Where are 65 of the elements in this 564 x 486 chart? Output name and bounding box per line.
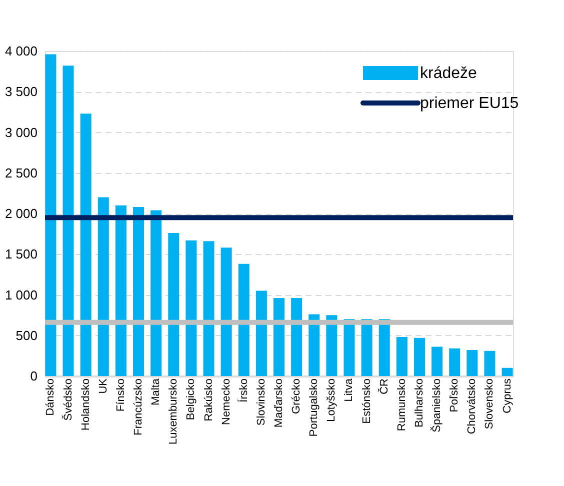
x-tick-label: Nemecko <box>220 378 232 425</box>
x-tick-label: Malta <box>150 378 162 406</box>
bar <box>274 298 284 376</box>
x-tick-label: Španielsko <box>430 378 444 432</box>
bar <box>256 290 267 376</box>
bar <box>502 368 513 376</box>
bar <box>168 233 180 376</box>
bar <box>396 337 408 376</box>
x-tick-label: Holandsko <box>80 378 92 430</box>
x-tick-label: Grécko <box>290 378 303 414</box>
y-tick-label: 4 000 <box>4 44 38 58</box>
bar <box>414 338 425 376</box>
bar <box>432 346 443 376</box>
bar <box>80 114 92 376</box>
x-tick-label: Bulharsko <box>413 378 426 428</box>
bar <box>484 350 496 376</box>
legend-label: krádeže <box>420 65 478 82</box>
x-tick-label: Poľsko <box>448 378 461 412</box>
bar <box>466 350 478 376</box>
bar <box>133 207 144 376</box>
x-tick-label: Maďarsko <box>273 378 285 428</box>
y-tick-label: 500 <box>16 328 38 343</box>
x-tick-label: Portugalsko <box>308 378 320 437</box>
x-tick-label: UK <box>97 378 110 394</box>
bar <box>150 210 162 376</box>
x-tick-label: Fínsko <box>114 378 127 412</box>
bar <box>186 240 197 376</box>
x-tick-label: Francúzsko <box>132 378 145 436</box>
bar <box>378 319 390 376</box>
x-tick-label: Švédsko <box>61 378 74 421</box>
bar <box>238 264 250 376</box>
bar <box>98 197 109 376</box>
x-tick-label: Slovinsko <box>255 378 268 426</box>
x-tick-label: Rakúsko <box>202 378 215 422</box>
y-tick-label: 1 000 <box>4 287 38 302</box>
x-tick-label: Rumunsko <box>396 378 408 432</box>
x-tick-label: Chorvátsko <box>466 378 478 434</box>
x-tick-label: Lotyšsko <box>326 378 338 422</box>
y-tick-label: 2 000 <box>4 206 38 221</box>
bar <box>449 348 460 376</box>
bar <box>115 205 126 376</box>
bar <box>45 54 56 376</box>
y-tick-label: 0 <box>30 368 38 384</box>
x-tick-label: Estónsko <box>360 378 373 424</box>
x-tick-label: Belgicko <box>185 378 198 420</box>
bar <box>326 315 338 376</box>
bar <box>220 248 232 376</box>
bar <box>344 319 355 376</box>
bar <box>308 314 320 376</box>
x-tick-label: Litva <box>343 378 356 402</box>
x-tick-label: Luxembursko <box>168 378 180 445</box>
y-tick-label: 3 500 <box>4 84 38 100</box>
y-tick-label: 1 500 <box>4 246 38 262</box>
bar <box>361 319 372 376</box>
x-tick-label: Dánsko <box>44 378 57 416</box>
y-tick-label: 3 000 <box>4 124 38 140</box>
x-tick-label: Írsko <box>236 378 250 402</box>
y-tick-label: 2 500 <box>4 165 38 180</box>
bar <box>62 66 74 376</box>
bar <box>291 298 302 376</box>
x-tick-label: ČR <box>377 378 390 394</box>
bar <box>203 241 214 376</box>
x-tick-label: Slovensko <box>484 378 496 430</box>
x-tick-label: Cyprus <box>501 378 514 414</box>
legend-label: priemer EU15 <box>420 95 519 112</box>
